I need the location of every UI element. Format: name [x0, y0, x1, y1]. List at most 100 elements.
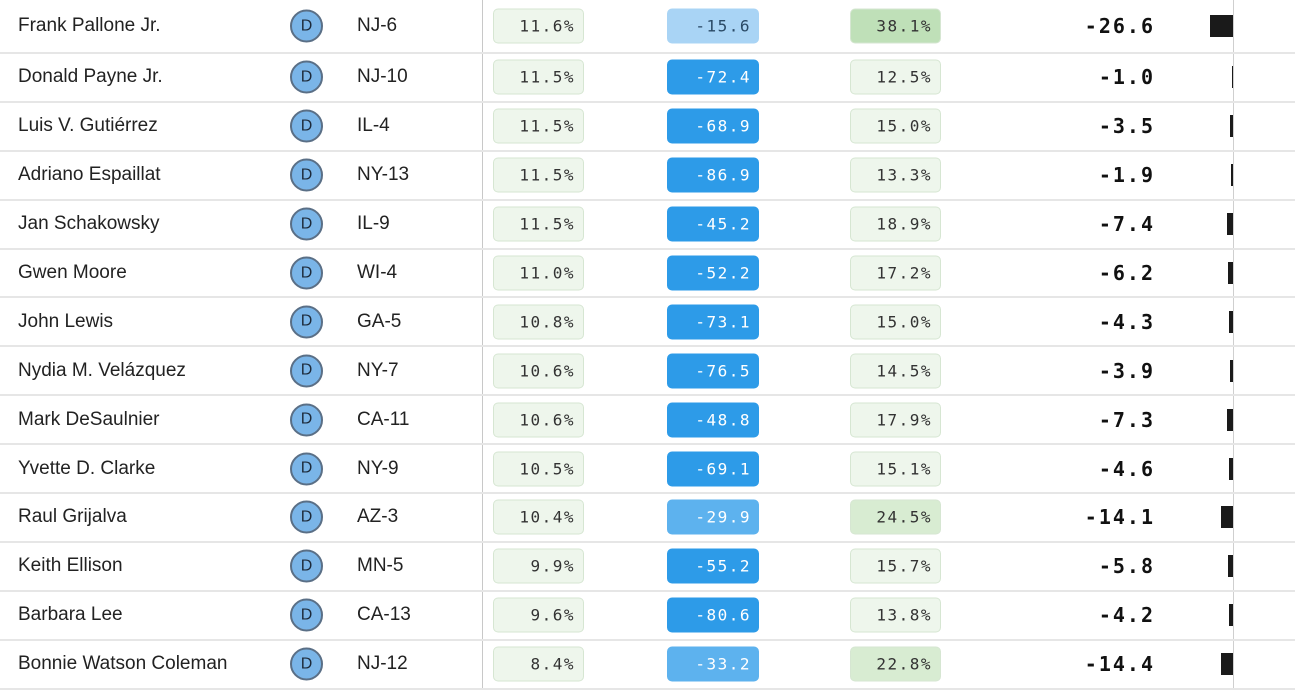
table-row: Luis V. Gutiérrez D IL-4 11.5% -68.9 15.0% -3.…	[0, 102, 1295, 152]
member-name: Donald Payne Jr.	[18, 66, 163, 88]
column-divider	[482, 445, 483, 493]
bar-axis	[1233, 0, 1234, 52]
margin-cell: -73.1	[667, 304, 759, 340]
shift-value: -14.4	[1084, 652, 1155, 677]
margin-cell: -80.6	[667, 597, 759, 633]
bar-axis	[1233, 249, 1234, 297]
new-share-cell: 14.5%	[850, 353, 941, 389]
table-row: Raul Grijalva D AZ-3 10.4% -29.9 24.5% -14.1	[0, 494, 1295, 543]
share-cell: 8.4%	[493, 646, 584, 682]
column-divider	[482, 542, 483, 590]
member-name: Barbara Lee	[18, 604, 123, 626]
margin-cell: -52.2	[667, 255, 759, 291]
bar-axis	[1233, 200, 1234, 248]
shift-value: -4.3	[1098, 309, 1155, 334]
margin-cell: -33.2	[667, 646, 759, 682]
district-label: IL-9	[357, 213, 390, 235]
margin-cell: -48.8	[667, 402, 759, 438]
column-divider	[482, 200, 483, 248]
new-share-cell: 18.9%	[850, 206, 941, 242]
shift-value: -4.2	[1098, 603, 1155, 628]
bar-axis	[1233, 151, 1234, 199]
member-name: Raul Grijalva	[18, 506, 127, 528]
party-badge: D	[290, 403, 323, 437]
share-cell: 10.8%	[493, 304, 584, 340]
share-cell: 11.5%	[493, 206, 584, 242]
shift-bar	[1210, 15, 1233, 37]
shift-value: -1.0	[1098, 65, 1155, 90]
shift-bar	[1228, 555, 1233, 578]
column-divider	[482, 347, 483, 395]
party-badge: D	[290, 452, 323, 486]
margin-cell: -86.9	[667, 157, 759, 193]
margin-cell: -68.9	[667, 108, 759, 144]
party-badge: D	[290, 305, 323, 339]
party-badge: D	[290, 60, 323, 94]
member-name: Nydia M. Velázquez	[18, 359, 186, 381]
district-label: NJ-6	[357, 15, 398, 36]
new-share-cell: 12.5%	[850, 59, 941, 95]
margin-cell: -45.2	[667, 206, 759, 242]
column-divider	[482, 0, 483, 52]
share-cell: 11.0%	[493, 255, 584, 291]
shift-bar	[1226, 408, 1233, 431]
column-divider	[482, 298, 483, 346]
bar-axis	[1233, 54, 1234, 101]
shift-bar	[1229, 359, 1233, 382]
member-name: Bonnie Watson Coleman	[18, 653, 228, 675]
column-divider	[482, 591, 483, 639]
share-cell: 9.9%	[493, 548, 584, 584]
shift-value: -5.8	[1098, 554, 1155, 579]
member-name: Gwen Moore	[18, 262, 127, 283]
member-name: Jan Schakowsky	[18, 213, 160, 235]
margin-cell: -76.5	[667, 353, 759, 389]
table-row: Nydia M. Velázquez D NY-7 10.6% -76.5 14.5% -3…	[0, 347, 1295, 397]
bar-axis	[1233, 445, 1234, 493]
column-divider	[482, 494, 483, 541]
party-badge: D	[290, 598, 323, 632]
shift-bar	[1220, 653, 1233, 676]
column-divider	[482, 151, 483, 199]
share-cell: 11.5%	[493, 108, 584, 144]
party-badge: D	[290, 9, 323, 43]
district-label: GA-5	[357, 310, 402, 332]
shift-bar	[1229, 604, 1233, 627]
member-name: Luis V. Gutiérrez	[18, 115, 158, 137]
district-label: NJ-10	[357, 66, 408, 88]
district-label: WI-4	[357, 262, 398, 283]
bar-axis	[1233, 347, 1234, 395]
column-divider	[482, 54, 483, 101]
district-label: NJ-12	[357, 653, 408, 675]
shift-value: -14.1	[1084, 505, 1155, 530]
member-name: Keith Ellison	[18, 555, 123, 577]
table-row: John Lewis D GA-5 10.8% -73.1 15.0% -4.3	[0, 298, 1295, 348]
district-label: NY-13	[357, 164, 410, 186]
shift-bar	[1226, 213, 1233, 236]
party-badge: D	[290, 354, 323, 388]
shift-bar	[1229, 457, 1233, 480]
shift-value: -1.9	[1098, 163, 1155, 188]
district-label: CA-13	[357, 604, 411, 626]
district-label: MN-5	[357, 555, 404, 577]
party-badge: D	[290, 647, 323, 681]
party-badge: D	[290, 549, 323, 583]
party-badge: D	[290, 207, 323, 241]
new-share-cell: 15.1%	[850, 451, 941, 487]
party-badge: D	[290, 158, 323, 192]
new-share-cell: 15.0%	[850, 304, 941, 340]
bar-axis	[1233, 640, 1234, 688]
share-cell: 11.6%	[493, 8, 584, 44]
margin-cell: -69.1	[667, 451, 759, 487]
shift-bar	[1229, 310, 1233, 333]
new-share-cell: 13.8%	[850, 597, 941, 633]
shift-bar	[1232, 66, 1233, 89]
table-row: Jan Schakowsky D IL-9 11.5% -45.2 18.9% -7.4	[0, 200, 1295, 250]
shift-value: -6.2	[1098, 261, 1155, 285]
district-label: AZ-3	[357, 506, 399, 528]
column-divider	[482, 102, 483, 150]
district-label: CA-11	[357, 408, 410, 430]
member-name: John Lewis	[18, 310, 114, 332]
member-name: Adriano Espaillat	[18, 164, 161, 186]
shift-value: -3.5	[1098, 114, 1155, 139]
table-row: Yvette D. Clarke D NY-9 10.5% -69.1 15.1% -4.6	[0, 445, 1295, 495]
